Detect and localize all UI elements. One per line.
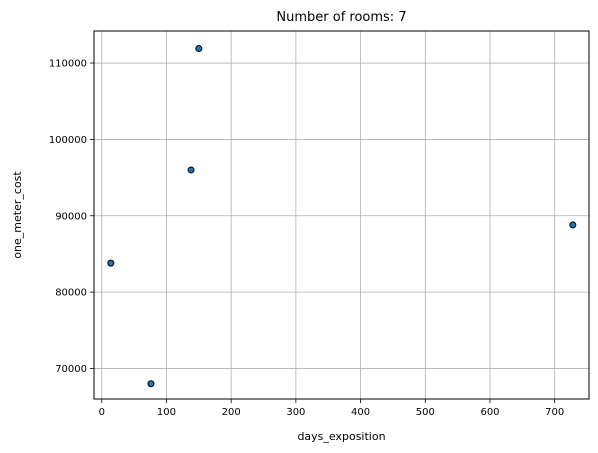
x-tick-label: 600 bbox=[480, 407, 499, 418]
y-tick-label: 110000 bbox=[49, 59, 87, 70]
data-points bbox=[107, 45, 577, 388]
scatter-point bbox=[569, 221, 577, 229]
scatter-point bbox=[187, 166, 195, 174]
x-tick-label: 700 bbox=[545, 407, 564, 418]
y-tick-label: 70000 bbox=[55, 364, 87, 375]
scatter-point bbox=[195, 45, 203, 53]
x-tick-label: 0 bbox=[99, 407, 105, 418]
x-axis-ticks: 0 100 200 300 400 500 600 700 bbox=[99, 399, 564, 418]
x-tick-label: 500 bbox=[416, 407, 435, 418]
x-tick-label: 400 bbox=[351, 407, 370, 418]
x-tick-label: 300 bbox=[286, 407, 305, 418]
y-tick-label: 80000 bbox=[55, 288, 87, 299]
x-tick-label: 100 bbox=[157, 407, 176, 418]
grid-lines bbox=[94, 31, 589, 399]
plot-frame bbox=[93, 30, 590, 400]
y-axis-ticks: 70000 80000 90000 100000 110000 bbox=[49, 59, 94, 375]
x-tick-label: 200 bbox=[222, 407, 241, 418]
x-axis-title: days_exposition bbox=[297, 430, 385, 443]
y-axis-title: one_meter_cost bbox=[11, 171, 24, 259]
y-tick-label: 90000 bbox=[55, 211, 87, 222]
chart-title: Number of rooms: 7 bbox=[276, 10, 406, 25]
scatter-point bbox=[107, 259, 115, 267]
y-tick-label: 100000 bbox=[49, 135, 87, 146]
scatter-point bbox=[147, 380, 155, 388]
